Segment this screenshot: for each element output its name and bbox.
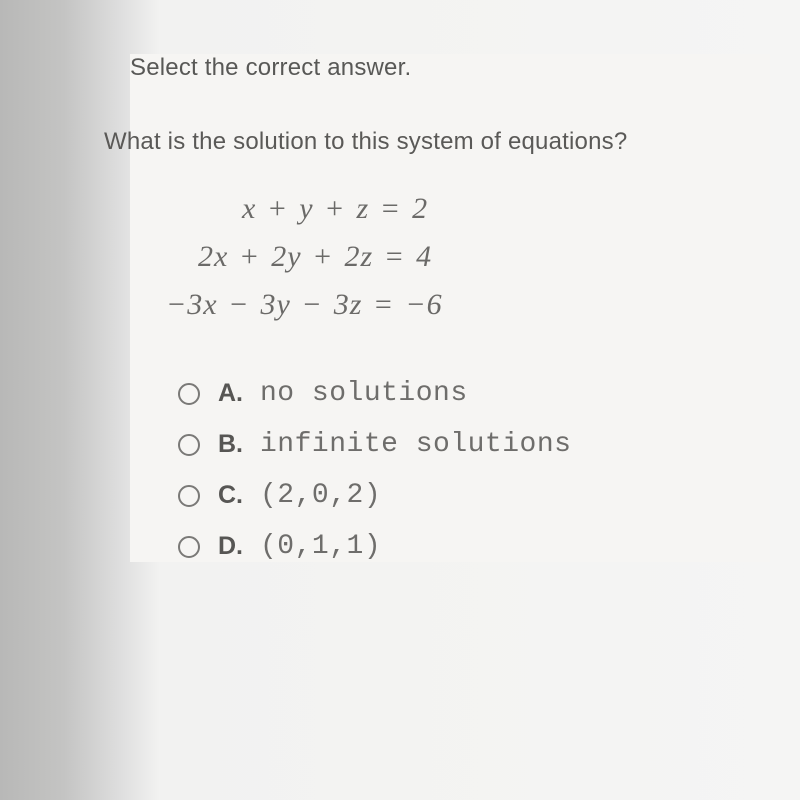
option-b[interactable]: B. infinite solutions <box>178 429 770 460</box>
option-d[interactable]: D. (0,1,1) <box>178 531 770 562</box>
radio-icon[interactable] <box>178 383 200 405</box>
equation-1: x + y + z = 2 <box>242 192 770 226</box>
option-text: infinite solutions <box>260 429 571 460</box>
question-card: Select the correct answer. What is the s… <box>130 54 770 562</box>
option-letter: D. <box>218 532 260 561</box>
instruction-text: Select the correct answer. <box>130 54 770 82</box>
options-list: A. no solutions B. infinite solutions C.… <box>178 378 770 562</box>
photo-frame: Select the correct answer. What is the s… <box>0 0 800 800</box>
option-text: (0,1,1) <box>260 531 381 562</box>
equation-block: x + y + z = 2 2x + 2y + 2z = 4 −3x − 3y … <box>190 192 770 322</box>
option-letter: A. <box>218 379 260 408</box>
option-a[interactable]: A. no solutions <box>178 378 770 409</box>
question-text: What is the solution to this system of e… <box>104 128 770 156</box>
equation-2: 2x + 2y + 2z = 4 <box>198 240 770 274</box>
option-c[interactable]: C. (2,0,2) <box>178 480 770 511</box>
radio-icon[interactable] <box>178 485 200 507</box>
option-text: no solutions <box>260 378 468 409</box>
radio-icon[interactable] <box>178 434 200 456</box>
option-letter: C. <box>218 481 260 510</box>
radio-icon[interactable] <box>178 536 200 558</box>
equation-3: −3x − 3y − 3z = −6 <box>166 288 770 322</box>
option-letter: B. <box>218 430 260 459</box>
option-text: (2,0,2) <box>260 480 381 511</box>
